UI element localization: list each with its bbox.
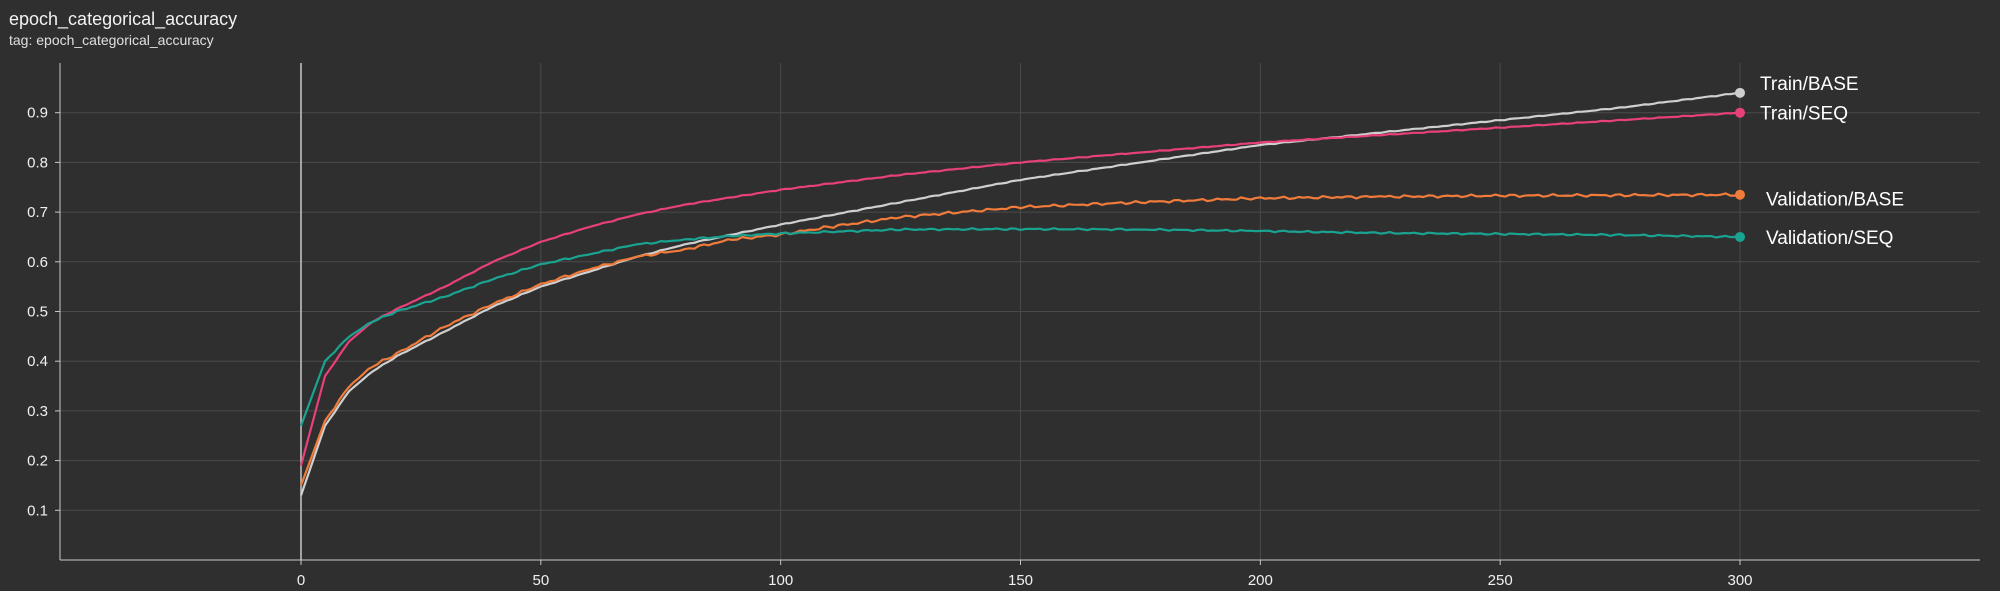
x-tick-label-50: 50	[532, 572, 549, 589]
chart-subtitle: tag: epoch_categorical_accuracy	[9, 32, 214, 48]
series-end-marker-train-base	[1735, 87, 1745, 98]
y-tick-label-0.4: 0.4	[27, 353, 48, 370]
series-line-train-seq	[299, 111, 1741, 466]
legend-label-train-seq: Train/SEQ	[1760, 104, 1848, 125]
series-line-validation-base	[299, 192, 1741, 486]
series-end-marker-validation-seq	[1735, 231, 1745, 242]
y-tick-label-0.2: 0.2	[27, 453, 48, 470]
x-tick-label-250: 250	[1488, 572, 1513, 589]
y-tick-label-0.7: 0.7	[27, 204, 48, 221]
legend-label-validation-base: Validation/BASE	[1766, 190, 1904, 211]
x-tick-label-150: 150	[1008, 572, 1033, 589]
series-end-marker-train-seq	[1735, 107, 1745, 118]
series-end-marker-validation-base	[1735, 189, 1745, 200]
x-tick-label-100: 100	[768, 572, 793, 589]
series-line-train-base	[299, 91, 1741, 496]
y-tick-label-0.1: 0.1	[27, 502, 48, 519]
y-tick-label-0.5: 0.5	[27, 304, 48, 321]
x-tick-label-200: 200	[1248, 572, 1273, 589]
y-tick-label-0.3: 0.3	[27, 403, 48, 420]
chart-title: epoch_categorical_accuracy	[9, 9, 238, 29]
y-tick-label-0.6: 0.6	[27, 254, 48, 271]
y-tick-label-0.9: 0.9	[27, 105, 48, 122]
x-tick-label-0: 0	[297, 572, 305, 589]
legend-label-validation-seq: Validation/SEQ	[1766, 228, 1893, 249]
series-line-validation-seq	[299, 227, 1740, 427]
legend-label-train-base: Train/BASE	[1760, 74, 1859, 95]
x-tick-label-300: 300	[1727, 572, 1752, 589]
y-tick-label-0.8: 0.8	[27, 154, 48, 171]
